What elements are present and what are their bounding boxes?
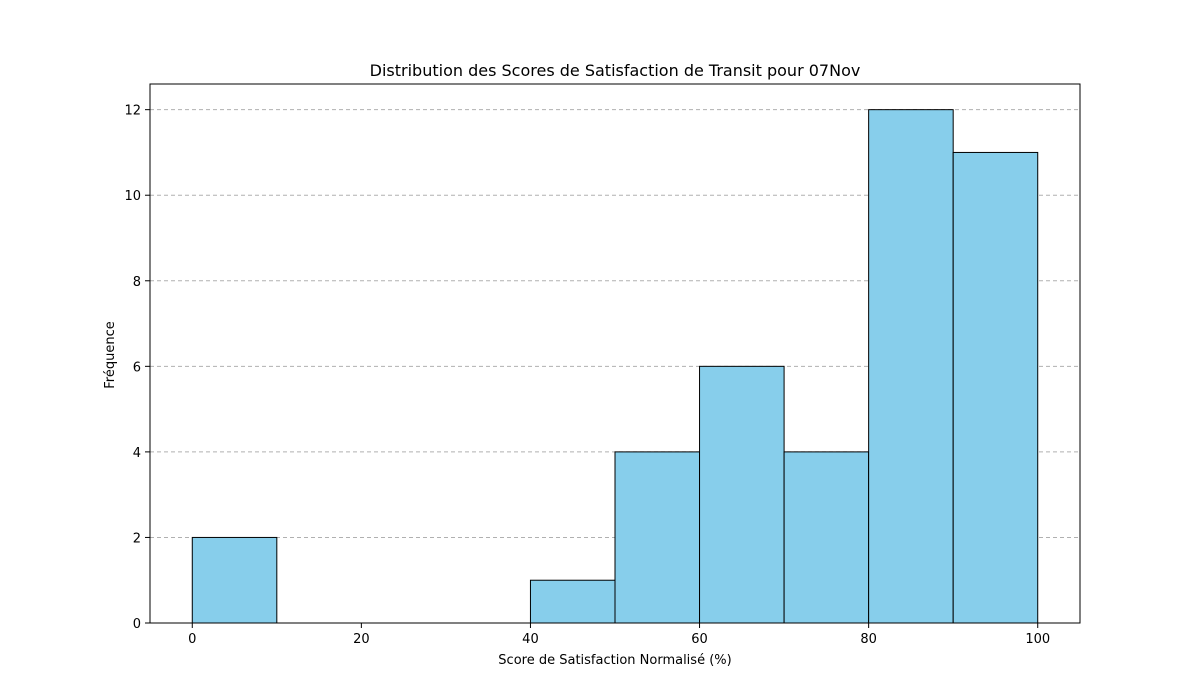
bar-bin-90-100 xyxy=(952,151,1039,624)
x-axis-title: Score de Satisfaction Normalisé (%) xyxy=(498,653,731,668)
x-tick-label-0: 0 xyxy=(188,632,196,647)
y-tick-label-8: 8 xyxy=(133,275,141,290)
histogram-bars xyxy=(191,109,1039,624)
bar-bin-70-80 xyxy=(783,451,870,624)
bar-bin-80-90 xyxy=(868,109,954,624)
x-tick-label-60: 60 xyxy=(691,632,708,647)
y-tick-label-10: 10 xyxy=(124,189,141,204)
x-axis-ticks: 0 20 40 60 80 100 xyxy=(188,623,1050,647)
bar-bin-40-50 xyxy=(529,579,616,624)
y-axis-ticks: 0 2 4 6 8 10 12 xyxy=(124,104,150,632)
bar-bin-50-60 xyxy=(614,451,701,624)
y-axis-title: Fréquence xyxy=(103,321,118,388)
bar-bin-0-10 xyxy=(191,536,278,624)
chart-title: Distribution des Scores de Satisfaction … xyxy=(370,61,861,80)
plot-area-frame xyxy=(149,83,1081,624)
bar-bin-60-70 xyxy=(699,365,785,624)
y-tick-label-2: 2 xyxy=(133,531,141,546)
y-tick-label-4: 4 xyxy=(133,446,141,461)
x-tick-label-80: 80 xyxy=(860,632,877,647)
y-tick-label-12: 12 xyxy=(124,104,141,119)
y-tick-label-0: 0 xyxy=(133,617,141,632)
x-tick-label-20: 20 xyxy=(353,632,370,647)
x-tick-label-40: 40 xyxy=(522,632,539,647)
y-tick-label-6: 6 xyxy=(133,360,141,375)
x-tick-label-100: 100 xyxy=(1025,632,1050,647)
